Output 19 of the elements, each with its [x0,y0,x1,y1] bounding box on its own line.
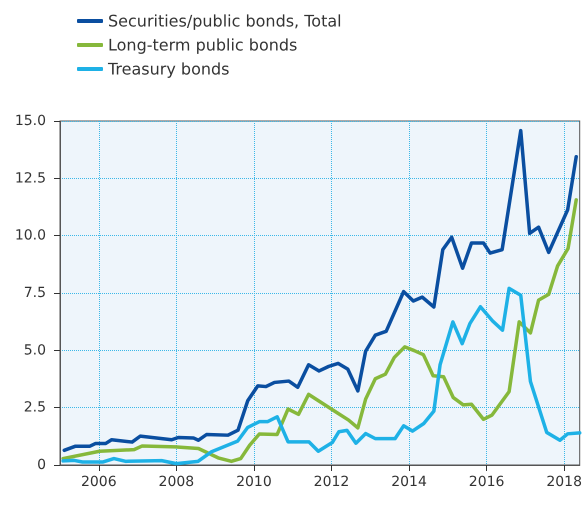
x-tick-label: 2016 [468,474,505,490]
x-tick-label: 2008 [158,474,194,490]
y-tick-label: 2.5 [24,400,46,416]
x-tick-label: 2006 [80,474,117,490]
line-series [62,128,578,452]
line-series [61,198,578,464]
y-tick-label: 12.5 [14,170,46,186]
y-tick-label: 5.0 [24,342,46,358]
x-tick-label: 2010 [236,474,272,490]
y-tick-label: 7.5 [24,285,46,301]
y-tick-label: 15.0 [14,113,46,129]
legend-label: Treasury bonds [107,60,230,78]
legend-label: Securities/public bonds, Total [108,12,342,30]
y-tick-label: 0 [37,457,46,473]
x-tick-label: 2014 [391,474,427,490]
legend-label: Long-term public bonds [108,36,298,54]
x-tick-label: 2012 [314,474,350,490]
y-tick-label: 10.0 [14,228,46,244]
x-tick-label: 2018 [546,474,582,490]
